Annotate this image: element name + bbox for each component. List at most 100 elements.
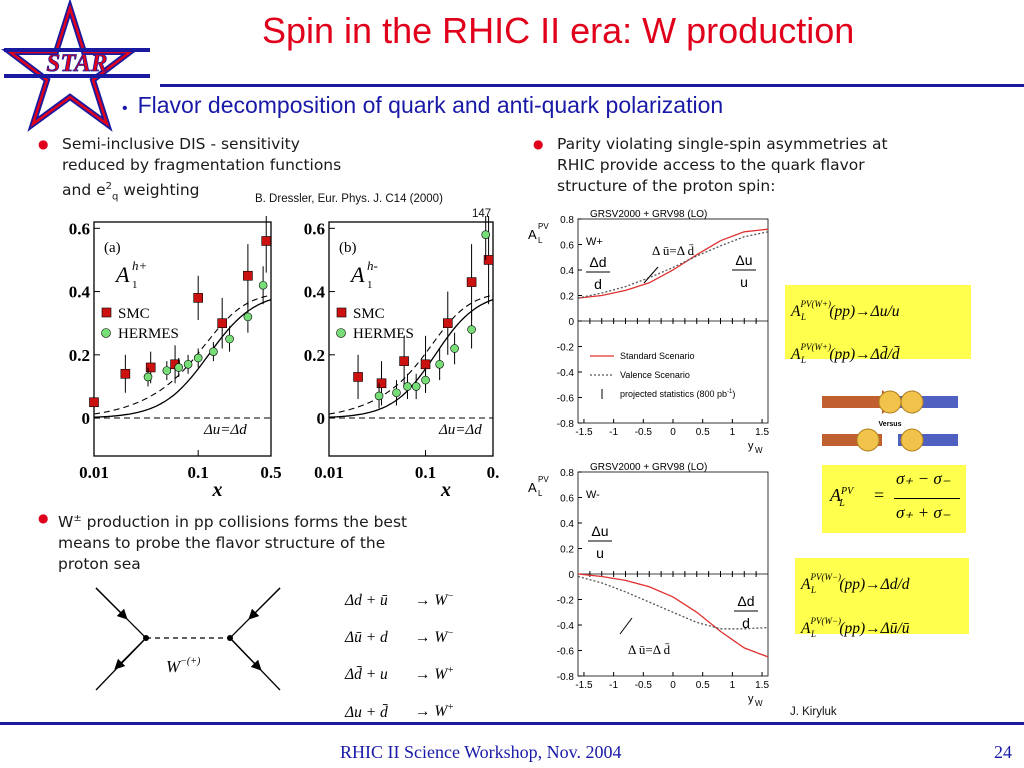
- sidis-a-legend-hermes-marker: [101, 328, 111, 338]
- sidis-a-xlabel: x: [212, 479, 223, 498]
- sidis-b-frame: [328, 221, 494, 457]
- sidis-a-legend-smc-marker: [101, 307, 112, 318]
- sidis-b-point-hermes: [392, 388, 401, 398]
- sidis-a-model-curve-sea: [93, 294, 272, 415]
- reaction-4: Δu + d̄ → W+: [345, 702, 455, 721]
- pv-plus-legend-standard: Standard Scenario: [620, 351, 695, 361]
- sidis-b-ytick-label: 0: [317, 409, 326, 428]
- sidis-b-point-smc: [466, 277, 477, 287]
- right-bullet-1-line-1: Parity violating single-spin asymmetries…: [557, 135, 888, 153]
- sidis-b-legend-hermes-marker: [336, 328, 346, 338]
- sidis-b-point-hermes: [450, 344, 459, 353]
- pv-plus-ytick-label: -0.4: [557, 368, 575, 379]
- sidis-a-ytick-label: 0: [82, 409, 91, 428]
- proton-pair-top: [822, 390, 958, 414]
- formula-wminus-d: APV(W−)L (pp)→Δd/d: [801, 572, 910, 595]
- asym-denominator: σ₊ + σ₋: [896, 503, 951, 522]
- pv-minus-xtick-label: -0.5: [635, 680, 653, 691]
- pv-plus-xtick-label: 1.5: [755, 427, 769, 438]
- left-bullet-1: ● Semi-inclusive DIS - sensitivity reduc…: [38, 134, 422, 207]
- pv-minus-d-ratio-den: d: [742, 615, 750, 631]
- sidis-a-ytick-label: 0.4: [69, 283, 91, 302]
- sidis-b-point-hermes: [481, 230, 490, 239]
- sidis-b-point-hermes: [467, 325, 476, 334]
- versus-label: Versus: [879, 421, 902, 428]
- pv-minus-xtick-label: 0: [670, 680, 676, 691]
- sidis-a-point-smc: [89, 397, 99, 408]
- citation-dressler: B. Dressler, Eur. Phys. J. C14 (2000): [255, 193, 443, 205]
- pv-minus-d-ratio-num: Δd: [737, 593, 754, 609]
- left-bullet-2-line-2: means to probe the flavor structure of t…: [58, 534, 386, 553]
- pv-minus-ytick-label: 0.2: [560, 545, 574, 556]
- sidis-a-ytick-label: 0.6: [69, 219, 90, 238]
- sidis-b-point-hermes: [421, 375, 430, 385]
- sidis-b-ytick-label: 0.2: [304, 346, 325, 365]
- pv-plus-panel-label: W+: [586, 236, 603, 248]
- citation-dressler-page: 147: [472, 208, 492, 218]
- sidis-a-ylabel-sub: 1: [132, 279, 138, 291]
- sidis-b-ylabel-sub: 1: [367, 279, 373, 291]
- pv-plus-ytick-label: 0.2: [560, 292, 574, 303]
- sidis-a-legend-hermes: HERMES: [118, 326, 179, 342]
- pv-minus-panel-label: W-: [586, 489, 600, 501]
- left-bullet-2: ● W± production in pp collisions forms t…: [38, 508, 498, 575]
- asym-fraction-bar: [894, 498, 960, 499]
- sidis-a-point-smc: [261, 236, 272, 246]
- sidis-a-xtick-label: 0.5: [260, 463, 281, 482]
- bullet-dot: ●: [38, 511, 49, 525]
- sidis-b-ytick-label: 0.6: [304, 219, 325, 238]
- pv-minus-ytick-label: -0.2: [557, 596, 575, 607]
- pv-plus-ytick-label: 0: [568, 317, 574, 328]
- star-logo: STAR: [1, 0, 150, 132]
- sidis-b-point-smc: [399, 356, 409, 366]
- title-divider: [160, 84, 1024, 87]
- pv-minus-u-ratio-den: u: [596, 545, 604, 561]
- pv-plus-legend-stat: projected statistics (800 pb-1): [620, 389, 735, 399]
- pv-plus-ytick-label: 0.4: [560, 266, 574, 277]
- pv-minus-xtick-label: -1: [609, 680, 618, 691]
- sidis-b-point-smc: [376, 378, 387, 389]
- formula-wminus-ubar: APV(W−)L (pp)→Δū/ū: [801, 616, 910, 639]
- pv-plus-ytick-label: -0.8: [557, 419, 575, 430]
- sidis-a-point-hermes: [243, 312, 253, 322]
- pv-plus-series-standard-scenario: [577, 228, 769, 299]
- logo-text: STAR: [46, 50, 107, 77]
- sidis-a-legend-smc: SMC: [118, 306, 150, 322]
- pv-plus-u-ratio-num: Δu: [735, 252, 752, 268]
- sidis-a-ytick-label: 0.2: [69, 346, 90, 365]
- sidis-b-ytick-label: 0.4: [304, 283, 326, 302]
- sidis-a-point-hermes: [183, 359, 193, 369]
- pv-minus-header: GRSV2000 + GRV98 (LO): [590, 462, 707, 473]
- pv-plus-arrow: [643, 266, 659, 284]
- pv-minus-ylabel-sub: L: [538, 489, 543, 498]
- pv-plus-ytick-label: -0.6: [557, 394, 575, 405]
- reaction-1: Δd + ū → W−: [345, 591, 455, 610]
- slide-title: Spin in the RHIC II era: W production: [262, 10, 855, 51]
- subtitle-bullet: •: [122, 100, 128, 117]
- pv-plus-xlabel: y: [748, 440, 754, 452]
- formula-wplus-dbar: APV(W+)L (pp)→Δd̄/d̄: [791, 342, 900, 365]
- formula-box-wminus: APV(W−)L (pp)→Δd/d APV(W−)L (pp)→Δū/ū: [795, 558, 969, 639]
- formula-wplus-u: APV(W+)L (pp)→Δu/u: [791, 299, 900, 322]
- left-bullet-1-line-1: Semi-inclusive DIS - sensitivity: [62, 135, 300, 153]
- pv-minus-xtick-label: 1.5: [755, 680, 769, 691]
- sidis-a-point-hermes: [162, 366, 172, 375]
- sidis-a-point-smc: [217, 318, 227, 328]
- right-bullet-1-line-2: RHIC provide access to the quark flavor: [557, 156, 865, 174]
- bullet-dot: ●: [38, 137, 49, 151]
- footer-page-number: 24: [994, 742, 1012, 762]
- formula-box-wplus: APV(W+)L (pp)→Δu/u APV(W+)L (pp)→Δd̄/d̄: [785, 285, 971, 365]
- pv-minus-xtick-label: -1.5: [575, 680, 593, 691]
- sidis-b-ylabel-sup: h-: [367, 258, 378, 273]
- formula-box-asymmetry: APVL = σ₊ − σ₋ σ₊ + σ₋: [822, 465, 966, 533]
- sidis-a-point-hermes: [225, 334, 234, 344]
- reaction-3: Δd̄ + u → W+: [345, 665, 455, 684]
- sidis-b-legend-smc-marker: [336, 307, 347, 318]
- sidis-chart-b: 0.6 0.4 0.2 0 0.01 0.1 0. x (b) A h- 1 SMC HERMES Δu=Δ…: [304, 216, 499, 498]
- pv-plus-ylabel-sub: L: [538, 236, 543, 245]
- pv-minus-xtick-label: 0.5: [696, 680, 710, 691]
- sidis-a-ylabel-sup: h+: [132, 258, 147, 273]
- sidis-b-point-smc: [353, 372, 363, 382]
- pv-plus-d-ratio-num: Δd: [589, 254, 606, 270]
- sidis-a-xtick-label: 0.1: [188, 463, 209, 482]
